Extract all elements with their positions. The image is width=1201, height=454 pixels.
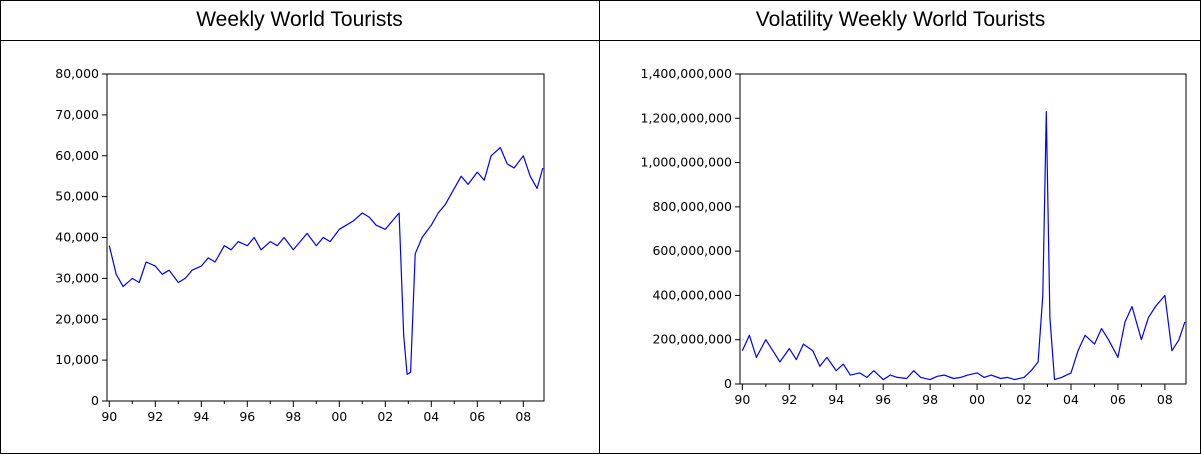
x-tick-label-0-9: 08: [515, 409, 531, 424]
x-tick-label-0-6: 02: [377, 409, 393, 424]
column-divider: [599, 0, 600, 454]
y-tick-label-1-1: 200,000,000: [652, 332, 732, 347]
x-tick-label-0-3: 96: [239, 409, 255, 424]
x-tick-label-0-4: 98: [285, 409, 301, 424]
header-divider: [0, 40, 1201, 41]
x-tick-label-1-4: 98: [922, 392, 938, 407]
plot-frame-1: [739, 73, 1187, 385]
series-line-0-0: [108, 147, 544, 375]
x-tick-label-1-0: 90: [734, 392, 750, 407]
y-tick-label-0-7: 70,000: [55, 107, 99, 122]
y-tick-label-0-2: 20,000: [55, 311, 99, 326]
plot-frame-0: [106, 73, 545, 402]
y-tick-label-0-0: 0: [91, 393, 99, 408]
y-tick-label-1-4: 800,000,000: [652, 199, 732, 214]
y-tick-label-0-4: 40,000: [55, 230, 99, 245]
x-tick-label-1-9: 08: [1157, 392, 1173, 407]
y-tick-label-0-3: 30,000: [55, 270, 99, 285]
y-tick-label-1-6: 1,200,000,000: [641, 110, 732, 125]
x-tick-label-0-8: 06: [469, 409, 485, 424]
x-tick-label-0-2: 94: [193, 409, 209, 424]
x-tick-label-1-6: 02: [1016, 392, 1032, 407]
left-panel-title: Weekly World Tourists: [196, 8, 403, 31]
series-line-1-0: [741, 110, 1186, 381]
y-tick-label-0-6: 60,000: [55, 148, 99, 163]
x-tick-label-1-5: 00: [969, 392, 985, 407]
x-tick-label-0-0: 90: [101, 409, 117, 424]
y-tick-label-0-1: 10,000: [55, 352, 99, 367]
x-tick-label-1-7: 04: [1063, 392, 1079, 407]
y-tick-label-1-3: 600,000,000: [652, 243, 732, 258]
x-tick-label-0-7: 04: [423, 409, 439, 424]
y-tick-label-0-5: 50,000: [55, 189, 99, 204]
y-tick-label-1-2: 400,000,000: [652, 287, 732, 302]
x-tick-label-0-1: 92: [147, 409, 163, 424]
y-tick-label-1-5: 1,000,000,000: [641, 155, 732, 170]
right-panel-title: Volatility Weekly World Tourists: [755, 8, 1046, 31]
y-tick-label-1-7: 1,400,000,000: [641, 66, 732, 81]
x-tick-label-1-1: 92: [781, 392, 797, 407]
x-tick-label-1-3: 96: [875, 392, 891, 407]
x-tick-label-1-2: 94: [828, 392, 844, 407]
x-tick-label-1-8: 06: [1110, 392, 1126, 407]
y-tick-label-0-8: 80,000: [55, 66, 99, 81]
y-tick-label-1-0: 0: [724, 376, 732, 391]
x-tick-label-0-5: 00: [331, 409, 347, 424]
